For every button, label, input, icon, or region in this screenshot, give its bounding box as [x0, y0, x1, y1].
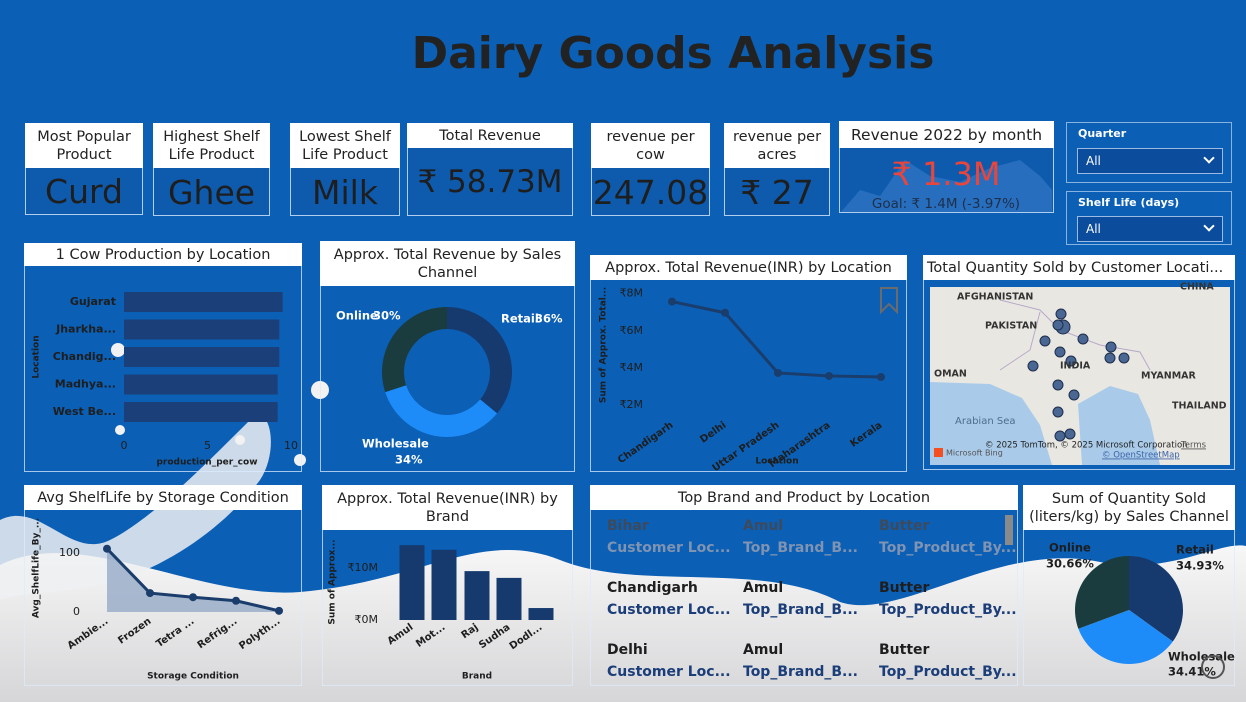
panel-title: Total Quantity Sold by Customer Locati..… — [923, 255, 1235, 280]
panel-title: Approx. Total Revenue(INR) by Brand — [322, 485, 573, 530]
page-title: Dairy Goods Analysis — [411, 28, 935, 79]
panel-title: 1 Cow Production by Location — [24, 243, 302, 266]
card-label: Most Popular Product — [25, 123, 143, 168]
panel — [24, 243, 302, 472]
milk-splash — [0, 545, 1246, 702]
slicer — [1066, 191, 1232, 245]
panel-title: Approx. Total Revenue by Sales Channel — [320, 241, 575, 286]
slicer-dropdown[interactable]: All — [1077, 148, 1223, 174]
card-value: 247.08 — [592, 172, 709, 212]
card-label: Lowest Shelf Life Product — [290, 123, 400, 168]
card-value: Milk — [312, 172, 378, 212]
panel-title: Sum of Quantity Sold (liters/kg) by Sale… — [1023, 485, 1235, 530]
dropdown-chevron — [1203, 152, 1215, 164]
card-label: revenue per acres — [724, 123, 830, 168]
card-value: Curd — [45, 172, 123, 211]
panel — [590, 255, 907, 472]
slicer-dropdown[interactable]: All — [1077, 216, 1223, 242]
card-value: Ghee — [167, 172, 256, 212]
dropdown-chevron — [1203, 220, 1215, 232]
card-label: revenue per cow — [591, 123, 710, 168]
card-value: ₹ 58.73M — [417, 164, 563, 200]
panel — [590, 485, 1018, 686]
panel — [923, 255, 1235, 470]
milk-splash — [0, 415, 271, 600]
kpi-title: Revenue 2022 by month — [839, 121, 1054, 148]
card-label: Highest Shelf Life Product — [153, 123, 270, 168]
card-label: Total Revenue — [407, 123, 573, 148]
panel — [24, 485, 302, 686]
slicer-label: Shelf Life (days) — [1078, 196, 1180, 209]
panel-title: Avg ShelfLife by Storage Condition — [24, 485, 302, 510]
panel-title: Top Brand and Product by Location — [590, 485, 1018, 510]
card-value: ₹ 27 — [740, 172, 814, 212]
slicer-label: Quarter — [1078, 127, 1127, 140]
slicer — [1066, 122, 1232, 183]
panel-title: Approx. Total Revenue(INR) by Location — [590, 255, 907, 280]
